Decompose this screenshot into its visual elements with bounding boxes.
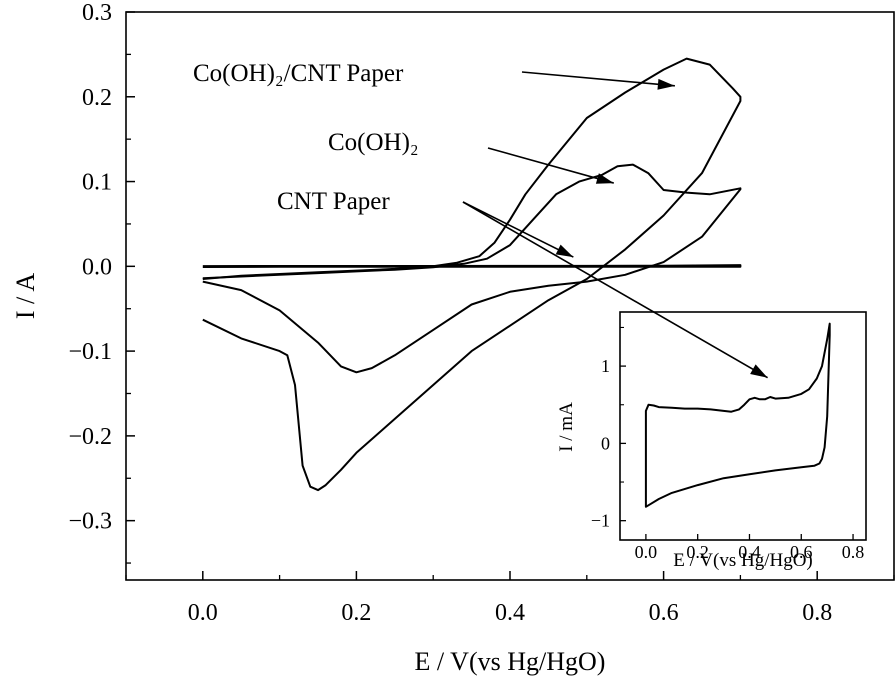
arrow-cnt-inset-head bbox=[750, 364, 768, 378]
arrow-coh2-head bbox=[595, 173, 614, 184]
y-tick-label: 0.3 bbox=[82, 0, 112, 26]
arrow-cocnt bbox=[521, 71, 675, 87]
y-tick-label: −0.2 bbox=[68, 424, 112, 450]
x-tick-label: 0.8 bbox=[802, 600, 832, 626]
annotation-arrows-top bbox=[462, 201, 768, 379]
series-cocnt bbox=[202, 57, 742, 492]
inset-y-axis-title: I / mA bbox=[556, 402, 577, 452]
arrow-cnt-head bbox=[555, 244, 574, 258]
x-tick-label: 0.0 bbox=[188, 600, 218, 626]
main-series-group bbox=[202, 57, 742, 492]
inset-plot-frame bbox=[619, 311, 867, 541]
arrow-coh2 bbox=[487, 147, 614, 184]
inset-x-axis-title: E / V(vs Hg/HgO) bbox=[673, 550, 813, 571]
x-tick-label: 0.2 bbox=[341, 600, 371, 626]
x-tick-label: 0.6 bbox=[649, 600, 679, 626]
series-cnt bbox=[202, 264, 742, 268]
inset-x-tick-label: 0.6 bbox=[790, 542, 813, 562]
inset-series-cnt-inset bbox=[644, 322, 831, 508]
inset-y-tick-label: 0 bbox=[601, 433, 610, 453]
y-tick-label: −0.3 bbox=[68, 509, 112, 535]
y-axis-title: I / A bbox=[11, 273, 40, 319]
arrow-cnt bbox=[462, 201, 574, 258]
inset-x-tick-label: 0.2 bbox=[686, 542, 709, 562]
main-axis-ticks: 0.0 0.2 0.4 0.6 0.8 0.3 0.2 0.1 0.0 −0.1 −0.2 −0.3 bbox=[68, 0, 895, 626]
inset-series-group bbox=[644, 322, 831, 508]
annotation-cnt-label: CNT Paper bbox=[277, 188, 390, 215]
annotation-arrows bbox=[462, 71, 675, 258]
annotation-cocnt-label: Co(OH)₂/CNT Paper bbox=[193, 60, 404, 87]
x-axis-title: E / V(vs Hg/HgO) bbox=[415, 647, 606, 676]
x-tick-label: 0.4 bbox=[495, 600, 525, 626]
inset-y-tick-label: 1 bbox=[601, 356, 610, 376]
arrow-cocnt-head bbox=[657, 78, 675, 90]
arrow-cnt-inset bbox=[462, 201, 768, 379]
inset-x-tick-label: 0.0 bbox=[635, 542, 658, 562]
inset-x-tick-label: 0.8 bbox=[842, 542, 865, 562]
y-tick-label: 0.0 bbox=[82, 254, 112, 280]
y-tick-label: 0.2 bbox=[82, 85, 112, 111]
annotation-coh2-label: Co(OH)₂ bbox=[328, 129, 419, 156]
y-tick-label: −0.1 bbox=[68, 339, 112, 365]
y-tick-label: 0.1 bbox=[82, 170, 112, 196]
inset-axis-ticks: 0.0 0.2 0.4 0.6 0.8 1 0 −1 bbox=[591, 326, 865, 562]
inset-x-tick-label: 0.4 bbox=[738, 542, 761, 562]
inset-y-tick-label: −1 bbox=[591, 511, 610, 531]
